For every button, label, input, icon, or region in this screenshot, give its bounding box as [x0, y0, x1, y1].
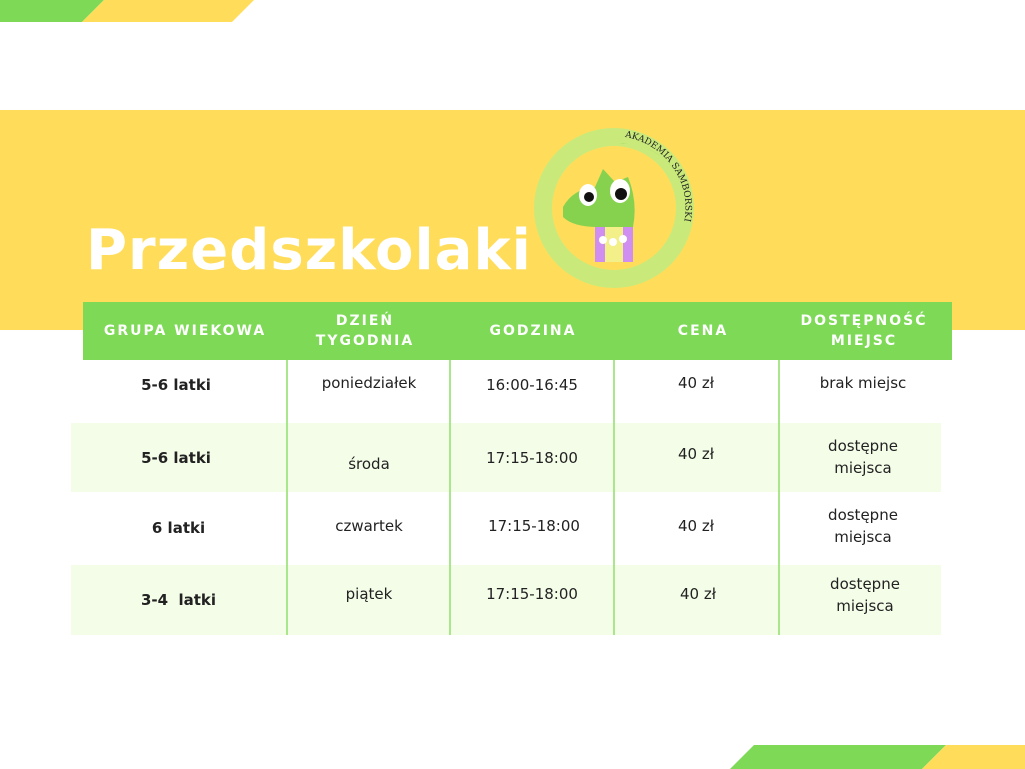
availability-cell: dostępne miejsca — [830, 575, 900, 615]
availability-cell: dostępne miejsca — [828, 506, 898, 546]
column-divider — [778, 360, 780, 635]
column-divider — [613, 360, 615, 635]
table-row: 5-6 latki poniedziałek 16:00-16:45 40 zł… — [71, 360, 941, 423]
time-cell: 17:15-18:00 — [488, 517, 580, 535]
group-cell: 5-6 latki — [141, 449, 211, 467]
group-cell: 5-6 latki — [141, 376, 211, 394]
header-price: CENA — [677, 323, 729, 339]
availability-cell: brak miejsc — [819, 374, 907, 392]
time-cell: 17:15-18:00 — [486, 449, 578, 467]
column-divider — [449, 360, 451, 635]
availability-cell: dostępne miejsca — [828, 437, 898, 477]
header-time: GODZINA — [489, 323, 577, 339]
table-row: 3-4 latki piątek 17:15-18:00 40 zł dostę… — [71, 565, 941, 635]
day-cell: czwartek — [335, 517, 403, 535]
bottom-decor-stripes — [730, 745, 1025, 769]
top-decor-stripes — [0, 0, 254, 22]
price-cell: 40 zł — [678, 374, 714, 392]
header-age-group: GRUPA WIEKOWA — [103, 323, 267, 339]
page-title: Przedszkolaki — [86, 218, 532, 283]
column-divider — [286, 360, 288, 635]
group-cell: 3-4 latki — [140, 591, 217, 609]
price-cell: 40 zł — [678, 445, 714, 463]
day-cell: poniedziałek — [321, 374, 417, 392]
day-cell: środa — [348, 455, 390, 473]
crocodile-logo-icon: AKADEMIA SAMBORSKI — [534, 128, 694, 288]
price-cell: 40 zł — [680, 585, 716, 603]
header-availability: DOSTĘPNOŚĆ MIEJSC — [800, 313, 928, 349]
yellow-banner — [0, 110, 1025, 330]
time-cell: 17:15-18:00 — [486, 585, 578, 603]
group-cell: 6 latki — [151, 519, 206, 537]
table-row: 6 latki czwartek 17:15-18:00 40 zł dostę… — [71, 492, 941, 565]
header-day: DZIEŃ TYGODNIA — [315, 313, 415, 349]
table-row: 5-6 latki środa 17:15-18:00 40 zł dostęp… — [71, 423, 941, 492]
day-cell: piątek — [345, 585, 393, 603]
table-header: GRUPA WIEKOWA DZIEŃ TYGODNIA GODZINA CEN… — [83, 302, 952, 360]
time-cell: 16:00-16:45 — [486, 376, 578, 394]
price-cell: 40 zł — [678, 517, 714, 535]
